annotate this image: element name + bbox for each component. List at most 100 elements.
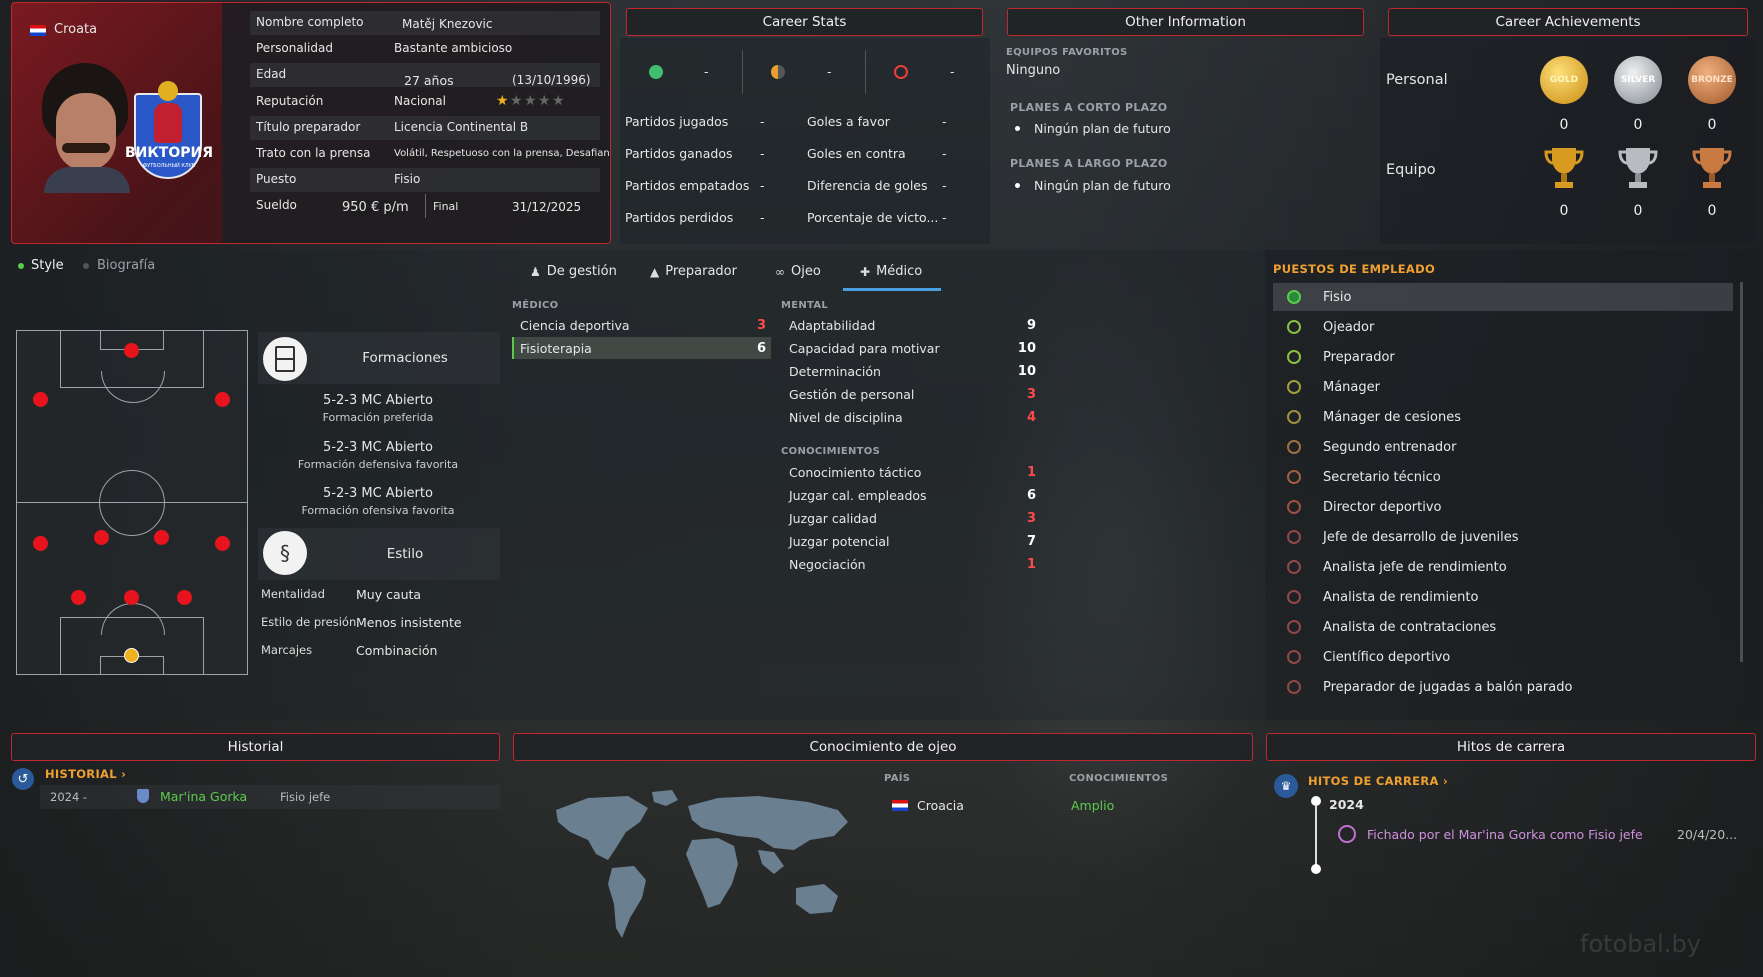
goalkeeper-marker [124, 648, 139, 663]
role-item[interactable]: Jefe de desarrollo de juveniles [1273, 523, 1733, 551]
gold-medal-icon: GOLD [1540, 56, 1588, 104]
stat-draw-value: - [827, 64, 832, 79]
role-item[interactable]: Secretario técnico [1273, 463, 1733, 491]
career-stat-value: - [942, 146, 947, 161]
role-label: Analista de rendimiento [1323, 589, 1479, 605]
field-value: Fisio [394, 172, 421, 186]
milestones-link[interactable]: HITOS DE CARRERA › [1308, 774, 1449, 788]
player-marker [124, 343, 139, 358]
formation-desc: Formación preferida [322, 411, 434, 424]
attribute-value: 1 [1026, 465, 1036, 480]
attribute-label: Capacidad para motivar [789, 341, 940, 356]
team-gold-count: 0 [1559, 203, 1569, 219]
manager-icon: ♟ [530, 264, 541, 279]
role-suitability-icon [1287, 320, 1301, 334]
attribute-label: Juzgar cal. empleados [789, 488, 927, 503]
career-stat-value: - [942, 210, 947, 225]
role-suitability-icon [1287, 500, 1301, 514]
career-stat-value: - [760, 210, 765, 225]
star-icon: ★ [496, 93, 509, 109]
role-item[interactable]: Analista de rendimiento [1273, 583, 1733, 611]
style-label: Mentalidad [261, 587, 325, 601]
star-icon: ★ [524, 93, 537, 109]
star-icon: ★ [552, 93, 565, 109]
role-label: Director deportivo [1323, 499, 1442, 515]
stat-loss-icon [894, 65, 908, 79]
field-value: Nacional [394, 94, 446, 108]
binoculars-icon: ∞ [775, 264, 785, 279]
other-info-header: Other Information [1007, 8, 1364, 36]
role-item[interactable]: Mánager de cesiones [1273, 403, 1733, 431]
field-label: Edad [256, 67, 287, 81]
world-map [556, 790, 848, 938]
attribute-label: Negociación [789, 557, 866, 572]
history-club-link[interactable]: Mar'ina Gorka [160, 789, 248, 804]
tab-coach[interactable]: ▲ Preparador [650, 264, 737, 279]
player-marker [215, 536, 230, 551]
role-item[interactable]: Preparador [1273, 343, 1733, 371]
milestone-year: 2024 [1329, 797, 1364, 812]
career-stat-label: Partidos perdidos [625, 210, 734, 225]
role-suitability-icon [1287, 650, 1301, 664]
club-crest-icon [137, 789, 149, 803]
role-item[interactable]: Analista jefe de rendimiento [1273, 553, 1733, 581]
role-item[interactable]: Fisio [1273, 283, 1733, 311]
attribute-value: 7 [1026, 534, 1036, 549]
personal-label: Personal [1386, 72, 1448, 88]
career-stat-value: - [760, 114, 765, 129]
profile-card: Croata ВИКТОРИЯ ФУТБОЛЬНЫЙ КЛУБ Nombre c… [11, 2, 611, 244]
attribute-row-highlight [512, 337, 771, 359]
attribute-label: Determinación [789, 364, 881, 379]
field-value: Bastante ambicioso [394, 41, 513, 55]
milestones-trophy-icon: ♛ [1274, 774, 1298, 798]
player-marker [177, 590, 192, 605]
personal-bronze-count: 0 [1707, 117, 1717, 133]
star-icon: ★ [538, 93, 551, 109]
tab-style[interactable]: Style [31, 258, 64, 273]
role-item[interactable]: Analista de contrataciones [1273, 613, 1733, 641]
role-label: Científico deportivo [1323, 649, 1451, 665]
history-role: Fisio jefe [280, 790, 331, 804]
tab-biography[interactable]: Biografía [97, 258, 156, 273]
role-item[interactable]: Científico deportivo [1273, 643, 1733, 671]
knowledge-level-label: CONOCIMIENTOS [1069, 773, 1169, 784]
role-item[interactable]: Director deportivo [1273, 493, 1733, 521]
career-stat-label: Partidos ganados [625, 146, 733, 161]
role-item[interactable]: Preparador de jugadas a balón parado [1273, 673, 1733, 701]
role-item[interactable]: Mánager [1273, 373, 1733, 401]
tab-scouting[interactable]: ∞ Ojeo [775, 264, 821, 279]
personal-silver-count: 0 [1633, 117, 1643, 133]
role-label: Secretario técnico [1323, 469, 1441, 485]
gold-trophy-icon [1544, 148, 1584, 188]
role-suitability-icon [1287, 530, 1301, 544]
history-link[interactable]: HISTORIAL › [45, 767, 127, 781]
field-value: Volátil, Respetuoso con la prensa, Desaf… [394, 148, 611, 159]
croatia-flag-icon [892, 800, 908, 811]
player-marker [71, 590, 86, 605]
formation-name: 5-2-3 MC Abierto [323, 440, 433, 455]
role-label: Preparador de jugadas a balón parado [1323, 679, 1573, 695]
attribute-value: 6 [1026, 488, 1036, 503]
role-label: Mánager [1323, 379, 1380, 395]
style-value: Combinación [356, 643, 438, 658]
role-label: Preparador [1323, 349, 1395, 365]
tab-management[interactable]: ♟ De gestión [530, 264, 617, 279]
short-term-plans-value: Ningún plan de futuro [1034, 121, 1171, 136]
career-stats-header: Career Stats [626, 8, 983, 36]
roles-scrollbar[interactable] [1740, 282, 1743, 662]
formation-name: 5-2-3 MC Abierto [323, 486, 433, 501]
knowledge-label: CONOCIMIENTOS [781, 446, 881, 457]
style-value: Menos insistente [356, 615, 462, 630]
tab-medical[interactable]: ✚ Médico [860, 264, 922, 279]
field-row [250, 168, 600, 192]
player-marker [124, 590, 139, 605]
attribute-label: Ciencia deportiva [520, 318, 630, 333]
field-label: Nombre completo [256, 15, 364, 29]
attribute-label: Conocimiento táctico [789, 465, 922, 480]
role-suitability-icon [1287, 350, 1301, 364]
role-item[interactable]: Segundo entrenador [1273, 433, 1733, 461]
role-item[interactable]: Ojeador [1273, 313, 1733, 341]
career-stat-label: Porcentaje de victo... [807, 210, 939, 225]
career-stat-label: Goles en contra [807, 146, 906, 161]
silver-trophy-icon [1618, 148, 1658, 188]
